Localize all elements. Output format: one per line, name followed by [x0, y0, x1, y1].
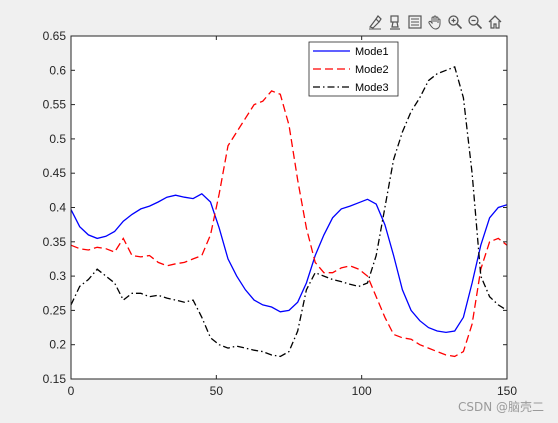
legend-label-mode2: Mode2 [355, 64, 389, 76]
plot-lines [70, 66, 508, 358]
legend-label-mode3: Mode3 [355, 82, 389, 94]
y-tick-label: 0.25 [43, 303, 67, 317]
home-icon[interactable] [486, 13, 504, 31]
y-tick-label: 0.15 [43, 372, 67, 386]
zoom-in-icon[interactable] [446, 13, 464, 31]
y-tick-label: 0.2 [49, 338, 66, 352]
zoom-out-icon[interactable] [466, 13, 484, 31]
legend-label-mode1: Mode1 [355, 46, 389, 58]
pan-icon[interactable] [426, 13, 444, 31]
y-tick-label: 0.5 [49, 132, 66, 146]
y-tick-label: 0.35 [43, 235, 67, 249]
y-tick-label: 0.65 [43, 29, 67, 43]
x-tick-label: 100 [352, 384, 372, 398]
legend[interactable]: Mode1 Mode2 Mode3 [308, 41, 399, 97]
series-line-mode2 [70, 90, 508, 358]
x-tick-label: 150 [497, 384, 517, 398]
figure-toolbar [366, 12, 504, 32]
y-tick-label: 0.45 [43, 166, 67, 180]
y-tick-label: 0.4 [49, 201, 66, 215]
data-tips-icon[interactable] [386, 13, 404, 31]
y-tick-label: 0.3 [49, 269, 66, 283]
y-tick-label: 0.6 [49, 63, 66, 77]
series-line-mode1 [70, 193, 508, 334]
x-tick-label: 50 [210, 384, 224, 398]
series-line-mode3 [70, 66, 508, 358]
watermark: CSDN @脑壳二 [457, 400, 544, 414]
y-tick-label: 0.55 [43, 98, 67, 112]
brush-icon[interactable] [366, 13, 384, 31]
axes-background [71, 36, 507, 379]
legend-icon[interactable] [406, 13, 424, 31]
x-tick-label: 0 [68, 384, 75, 398]
axis-ticks: 0 50 100 150 0.15 0.2 0.25 0.3 0.35 0.4 0.45 0.5 0.5… [43, 29, 518, 398]
